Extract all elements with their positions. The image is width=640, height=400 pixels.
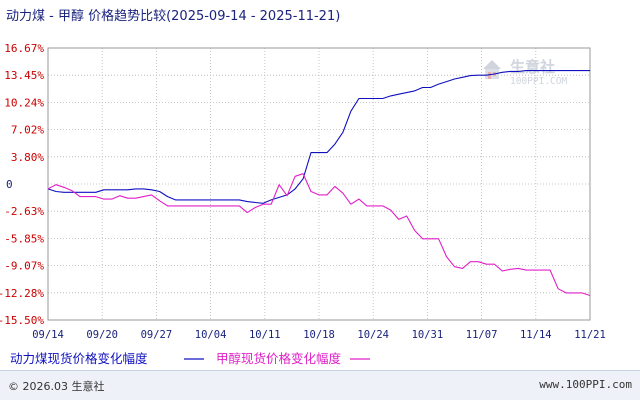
series-line-2 — [47, 173, 591, 297]
y-tick-label: 10.24% — [4, 96, 44, 109]
x-tick-label: 10/31 — [412, 329, 444, 341]
x-tick-label: 11/21 — [574, 329, 606, 341]
watermark-logo-icon — [483, 60, 501, 79]
footer-copyright: © 2026.03 生意社 — [8, 380, 105, 393]
y-tick-label: 3.80% — [11, 151, 44, 164]
y-tick-label: 0 — [6, 178, 13, 191]
x-tick-label: 10/18 — [303, 329, 335, 341]
watermark-name: 生意社 — [510, 58, 555, 76]
x-axis: 09/14 09/20 09/27 10/04 10/11 10/18 10/24 10/31… — [32, 329, 606, 341]
y-tick-label: -9.07% — [4, 260, 44, 273]
y-tick-label: -15.50% — [0, 314, 44, 327]
chart-title: 动力煤 - 甲醇 价格趋势比较(2025-09-14 - 2025-11-21) — [6, 8, 340, 24]
x-tick-label: 09/27 — [141, 329, 173, 341]
legend: 动力煤现货价格变化幅度 甲醇现货价格变化幅度 — [10, 351, 370, 366]
y-tick-label: -12.28% — [0, 287, 44, 300]
series-line-1 — [47, 70, 590, 204]
legend-label-series-2: 甲醇现货价格变化幅度 — [216, 351, 342, 366]
legend-label-series-1: 动力煤现货价格变化幅度 — [10, 351, 148, 366]
watermark-url: 100PPI.COM — [510, 76, 567, 87]
x-tick-label: 11/07 — [466, 329, 498, 341]
watermark: 生意社 100PPI.COM — [483, 58, 567, 87]
x-tick-label: 10/24 — [357, 329, 389, 341]
y-tick-label: 13.45% — [4, 69, 44, 82]
x-tick-label: 10/04 — [195, 329, 227, 341]
y-tick-label: 7.02% — [11, 124, 44, 137]
y-tick-label: -2.63% — [4, 205, 44, 218]
x-tick-label: 09/14 — [32, 329, 64, 341]
y-tick-label: -5.85% — [4, 232, 44, 245]
footer-bar: © 2026.03 生意社 www.100PPI.com — [0, 370, 640, 400]
footer-site-link[interactable]: www.100PPI.com — [539, 378, 632, 391]
series-lines — [47, 70, 591, 297]
plot-frame — [47, 47, 591, 321]
chart: 动力煤 - 甲醇 价格趋势比较(2025-09-14 - 2025-11-21)… — [0, 8, 606, 366]
y-tick-label: 16.67% — [4, 42, 44, 55]
gridlines — [48, 48, 590, 320]
x-tick-label: 11/14 — [520, 329, 552, 341]
x-tick-label: 10/11 — [249, 329, 281, 341]
x-tick-label: 09/20 — [86, 329, 118, 341]
y-axis: 16.67% 13.45% 10.24% 7.02% 3.80% 0 -2.63% -5.85… — [0, 42, 44, 327]
